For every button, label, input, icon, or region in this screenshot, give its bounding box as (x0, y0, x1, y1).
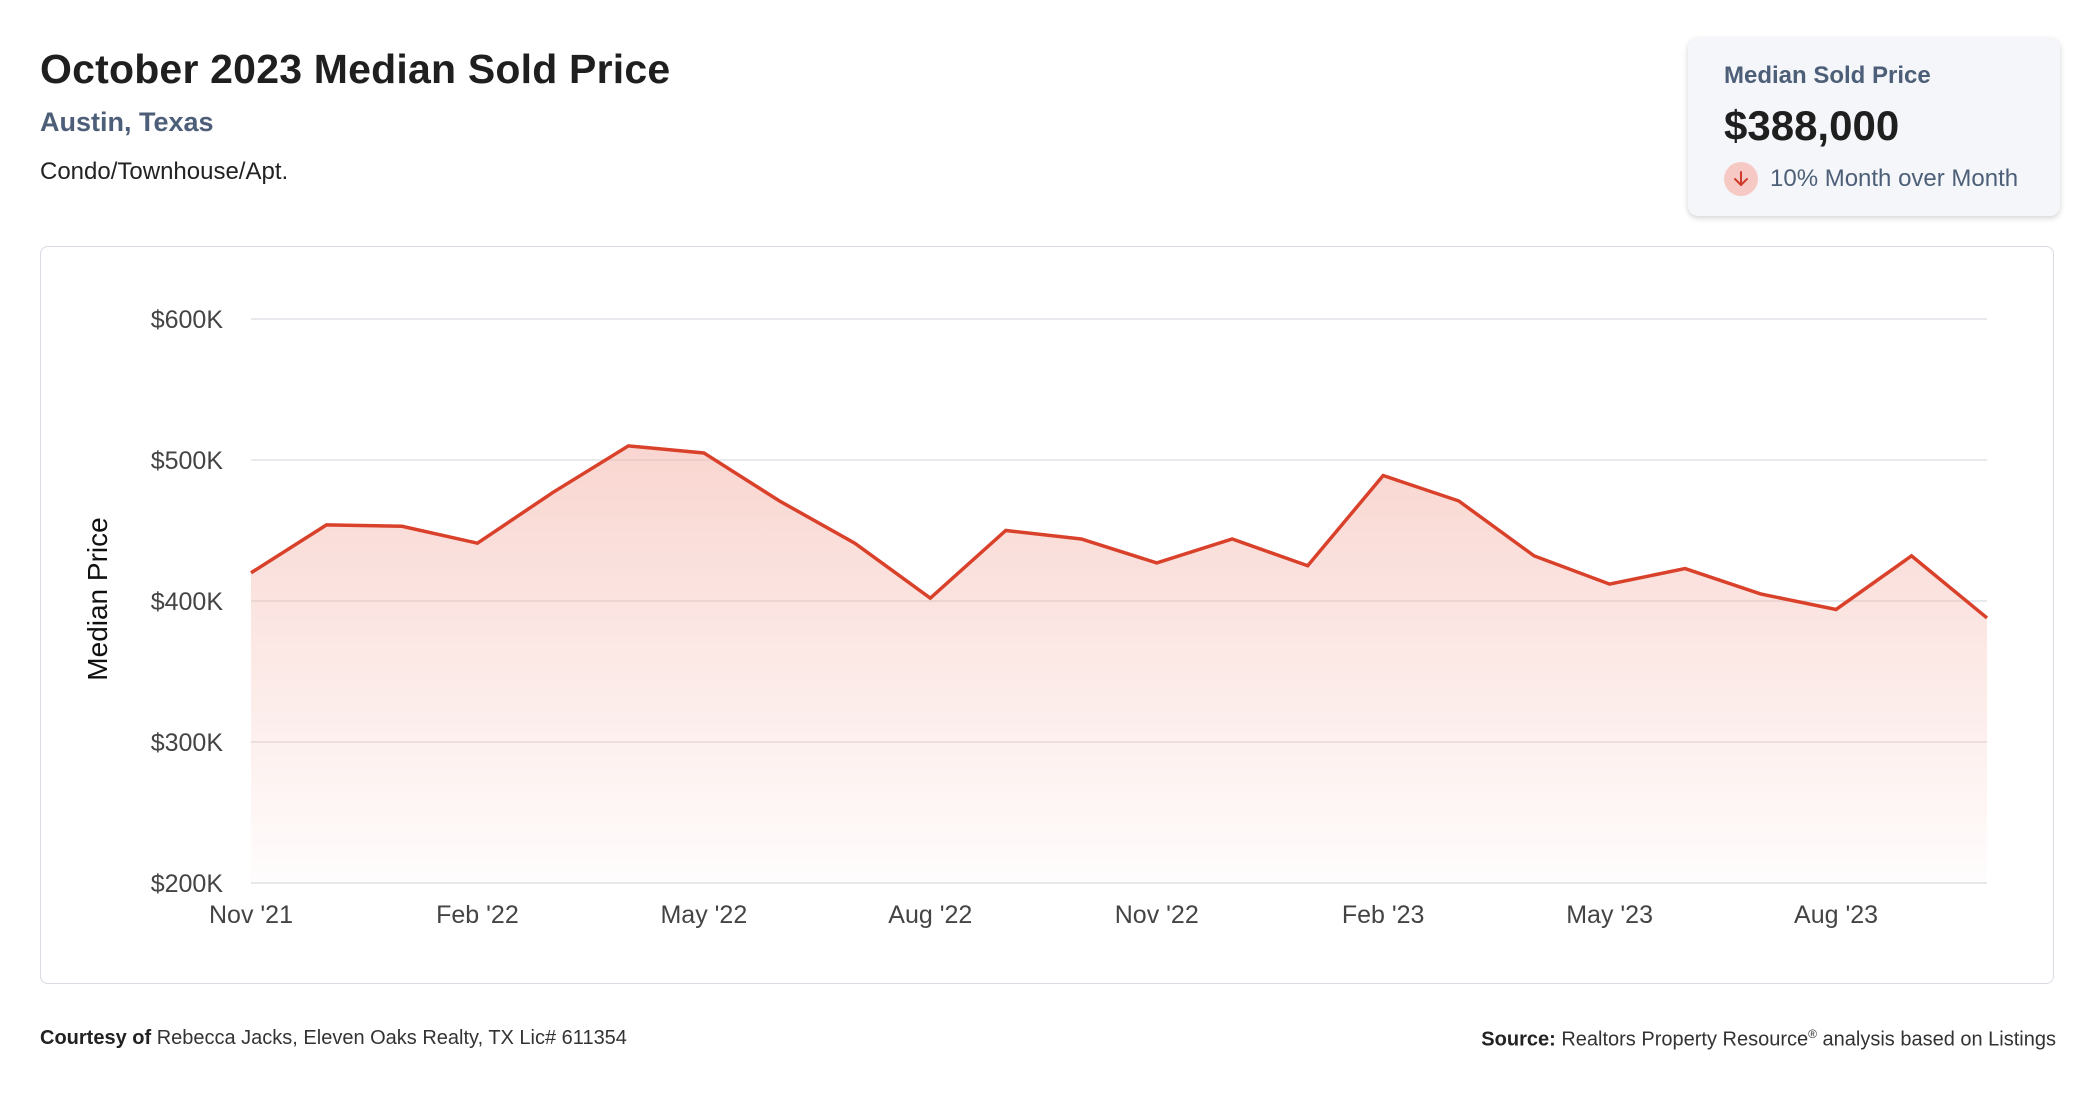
data-point[interactable] (1302, 560, 1314, 572)
data-point[interactable] (924, 592, 936, 604)
kpi-label: Median Sold Price (1724, 62, 1931, 89)
y-tick-label: $600K (151, 306, 224, 334)
median-price-kpi-card: Median Sold Price $388,000 10% Month ove… (1688, 38, 2060, 216)
page-title: October 2023 Median Sold Price (40, 46, 671, 92)
x-tick-label: Nov '21 (209, 901, 293, 929)
data-point[interactable] (1377, 470, 1389, 482)
y-tick-label: $500K (151, 447, 224, 475)
courtesy-text: Rebecca Jacks, Eleven Oaks Realty, TX Li… (156, 1027, 627, 1049)
data-point[interactable] (1226, 533, 1238, 545)
property-type-label: Condo/Townhouse/Apt. (40, 158, 289, 185)
median-price-series-line (250, 444, 1989, 620)
kpi-value: $388,000 (1724, 102, 1900, 149)
arrow-down-icon (1724, 162, 1758, 196)
y-tick-label: $300K (151, 729, 224, 757)
data-point[interactable] (1075, 533, 1087, 545)
source-text: Realtors Property Resource (1561, 1028, 1809, 1051)
data-point[interactable] (1000, 525, 1012, 537)
location-subtitle: Austin, Texas (40, 107, 214, 137)
source-text-2: analysis based on Listings (1822, 1028, 2056, 1051)
data-point[interactable] (1528, 550, 1540, 562)
y-tick-label: $200K (151, 870, 224, 898)
data-point[interactable] (320, 519, 332, 531)
y-axis-title: Median Price (82, 517, 113, 680)
data-point[interactable] (773, 495, 785, 507)
source-label: Source: (1481, 1028, 1556, 1051)
data-point[interactable] (1604, 578, 1616, 590)
data-point[interactable] (1906, 550, 1918, 562)
courtesy-label: Courtesy of (40, 1027, 152, 1049)
x-tick-label: May '22 (660, 901, 747, 929)
data-point[interactable] (471, 537, 483, 549)
chart-panel: $200K $300K $400K $500K $600K Nov '21 Feb '22… (40, 246, 2054, 984)
x-tick-label: Aug '23 (1794, 901, 1878, 929)
data-point[interactable] (1151, 557, 1163, 569)
data-point[interactable] (245, 567, 257, 579)
data-point[interactable] (1679, 563, 1691, 575)
median-price-chart: $200K $300K $400K $500K $600K Nov '21 Feb '22… (82, 306, 1993, 929)
kpi-change: 10% Month over Month (1724, 162, 2018, 196)
data-point[interactable] (547, 486, 559, 498)
data-point[interactable] (622, 440, 634, 452)
x-tick-label: Aug '22 (888, 901, 972, 929)
data-point[interactable] (1830, 603, 1842, 615)
price-area-fill (251, 445, 1987, 883)
courtesy-footer: Courtesy of Rebecca Jacks, Eleven Oaks R… (40, 1027, 627, 1050)
registered-mark: ® (1808, 1027, 1817, 1041)
kpi-change-text: 10% Month over Month (1770, 165, 2019, 192)
data-point[interactable] (1755, 588, 1767, 600)
x-tick-label: Feb '23 (1342, 901, 1425, 929)
data-point[interactable] (698, 447, 710, 459)
y-tick-label: $400K (151, 588, 224, 616)
x-tick-label: Feb '22 (436, 901, 519, 929)
x-tick-label: May '23 (1566, 901, 1653, 929)
data-point[interactable] (849, 537, 861, 549)
data-point[interactable] (396, 520, 408, 532)
source-footer: Source: Realtors Property Resource® anal… (1481, 1027, 2056, 1052)
data-point[interactable] (1453, 495, 1465, 507)
x-tick-label: Nov '22 (1115, 901, 1199, 929)
data-point[interactable] (1981, 612, 1993, 624)
